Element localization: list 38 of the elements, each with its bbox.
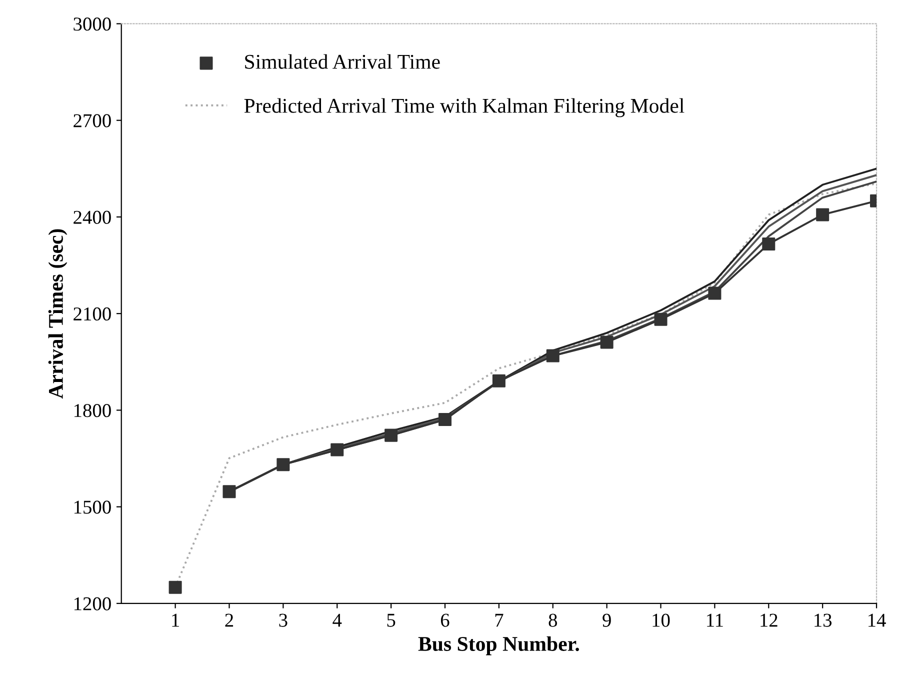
legend-label: Simulated Arrival Time <box>245 54 440 69</box>
point <box>816 208 830 222</box>
point <box>330 443 344 456</box>
y-tick-label: 2100 <box>74 307 111 321</box>
point <box>492 374 506 388</box>
point <box>546 349 560 362</box>
y-tick-label: 1800 <box>74 404 111 418</box>
x-tick-label: 8 <box>548 614 558 627</box>
x-tick-label: 7 <box>495 614 504 627</box>
x-tick-label: 2 <box>225 614 234 627</box>
x-tick-label: 3 <box>279 614 288 627</box>
point <box>168 580 182 594</box>
y-axis-title: Arrival Times (sec) <box>48 229 68 399</box>
x-tick-label: 10 <box>652 614 670 627</box>
x-tick-label: 5 <box>387 614 396 627</box>
x-tick-label: 6 <box>440 614 450 627</box>
x-tick-label: 11 <box>707 614 723 627</box>
point <box>438 413 452 426</box>
x-axis-title: Bus Stop Number. <box>418 636 579 656</box>
legend-label: Predicted Arrival Time with Kalman Filtering Model <box>244 98 684 118</box>
point <box>222 485 236 498</box>
y-tick-label: 1200 <box>74 597 111 610</box>
x-tick-label: 14 <box>868 614 886 627</box>
y-tick-label: 1500 <box>74 500 111 514</box>
y-tick-label: 2400 <box>74 210 111 224</box>
point <box>708 286 722 300</box>
x-tick-label: 13 <box>814 614 832 627</box>
x-tick-label: 1 <box>172 614 179 627</box>
point <box>276 458 290 472</box>
point <box>762 238 776 251</box>
y-tick-label: 2700 <box>74 114 111 128</box>
point <box>654 312 668 326</box>
point <box>600 336 614 349</box>
x-tick-label: 9 <box>602 614 611 627</box>
x-tick-label: 12 <box>760 614 778 627</box>
y-tick-label: 3000 <box>74 18 111 31</box>
point <box>384 428 398 442</box>
x-tick-label: 4 <box>332 614 342 627</box>
